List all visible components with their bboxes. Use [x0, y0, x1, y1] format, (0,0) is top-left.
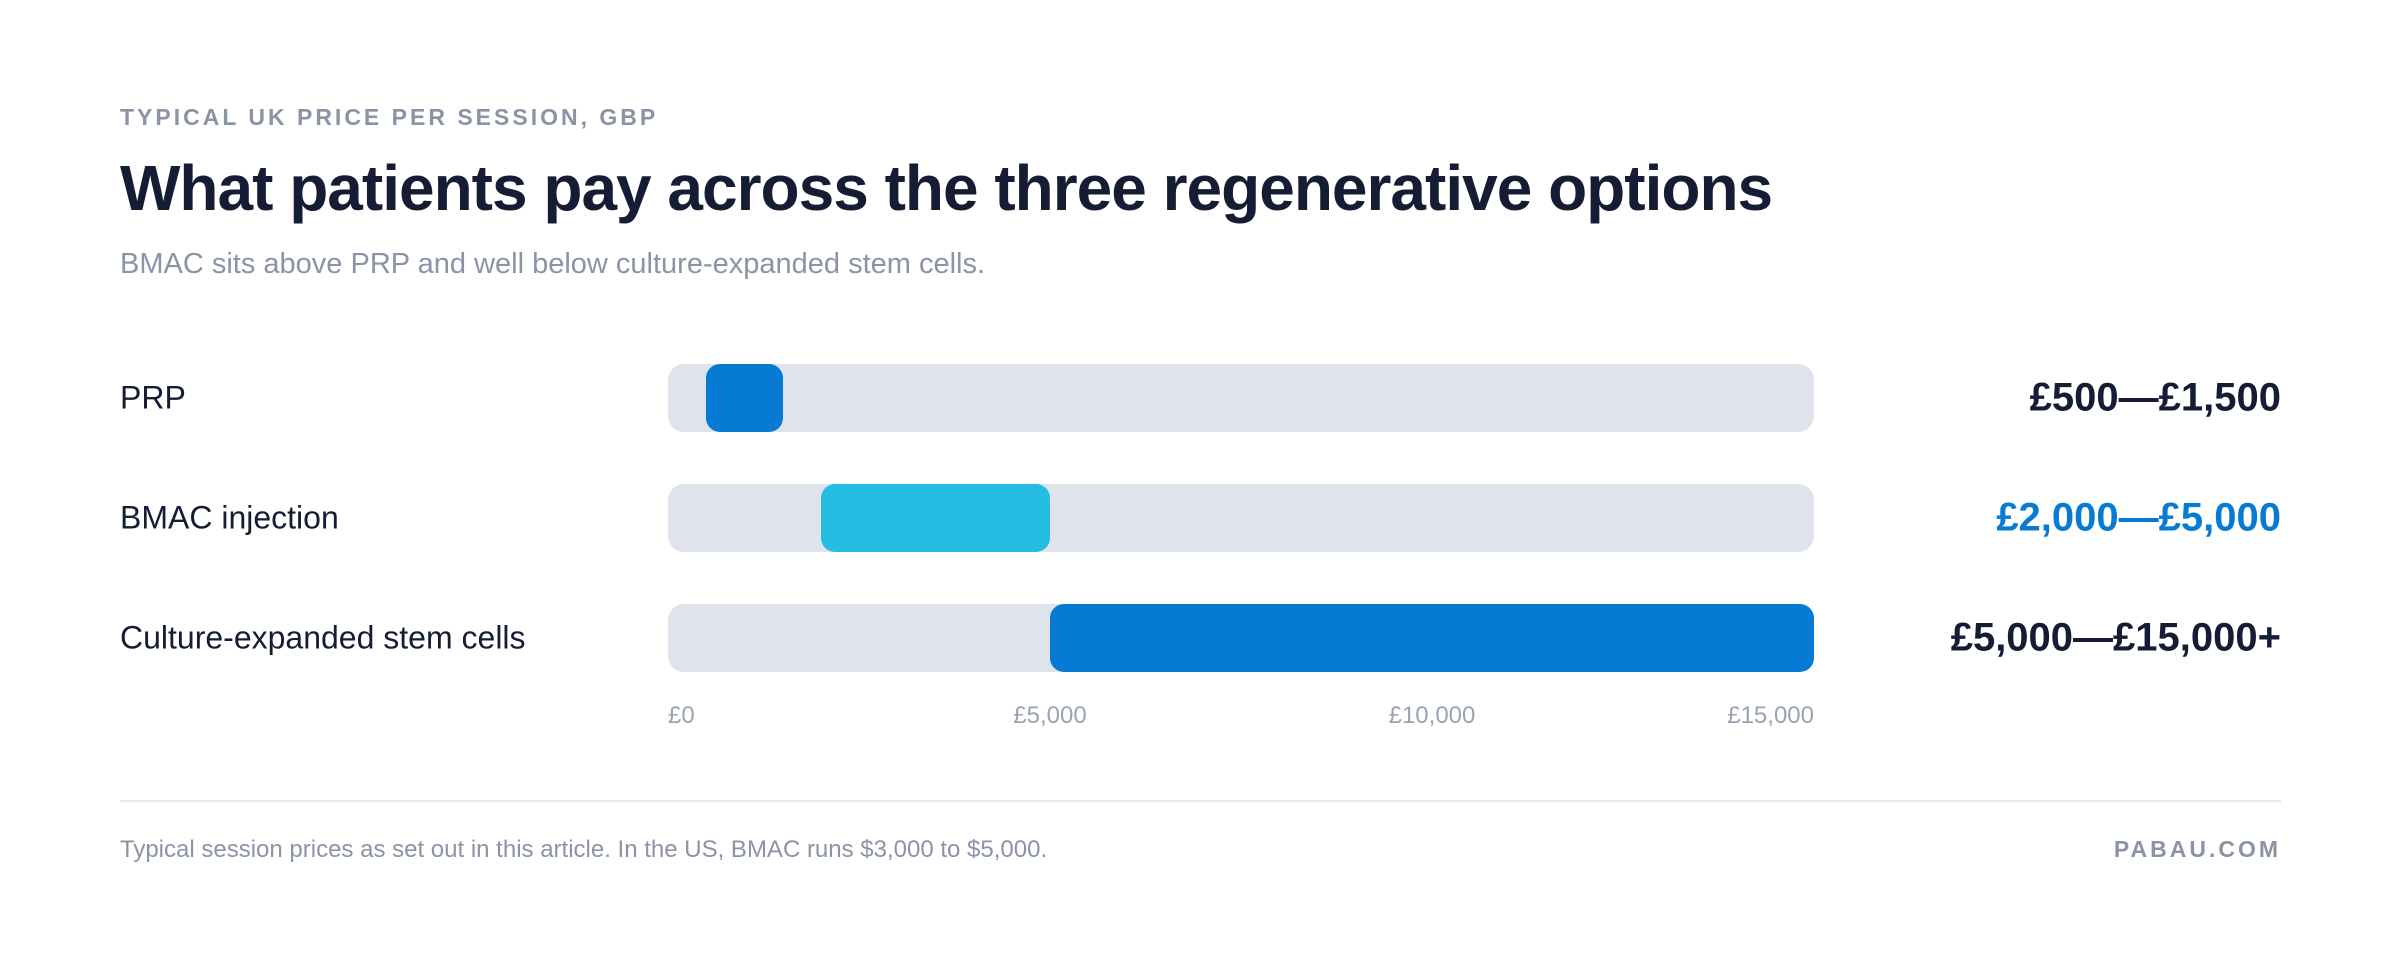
- row-label: Culture-expanded stem cells: [120, 619, 526, 656]
- chart-eyebrow: TYPICAL UK PRICE PER SESSION, GBP: [120, 104, 659, 130]
- bar-track: [668, 364, 1814, 432]
- row-label: BMAC injection: [120, 499, 339, 536]
- footnote: Typical session prices as set out in thi…: [120, 836, 1048, 863]
- row-label: PRP: [120, 379, 186, 416]
- range-bar: [706, 364, 783, 432]
- range-bar: [820, 484, 1050, 552]
- bar-track: [668, 484, 1814, 552]
- x-tick-label: £15,000: [1727, 702, 1814, 729]
- brand-label: PABAU.COM: [2113, 836, 2281, 862]
- chart-title: What patients pay across the three regen…: [120, 152, 1773, 224]
- chart-subtitle: BMAC sits above PRP and well below cultu…: [120, 248, 986, 280]
- range-value-label: £500—£1,500: [2029, 375, 2281, 420]
- range-bar: [1050, 604, 1814, 672]
- range-value-label: £5,000—£15,000+: [1950, 615, 2281, 660]
- x-tick-label: £5,000: [1013, 702, 1087, 729]
- x-tick-label: £10,000: [1388, 702, 1476, 729]
- x-tick-label: £0: [668, 702, 695, 729]
- bar-track: [668, 604, 1814, 672]
- range-value-label: £2,000—£5,000: [1996, 495, 2281, 540]
- footer-divider: [120, 800, 2281, 802]
